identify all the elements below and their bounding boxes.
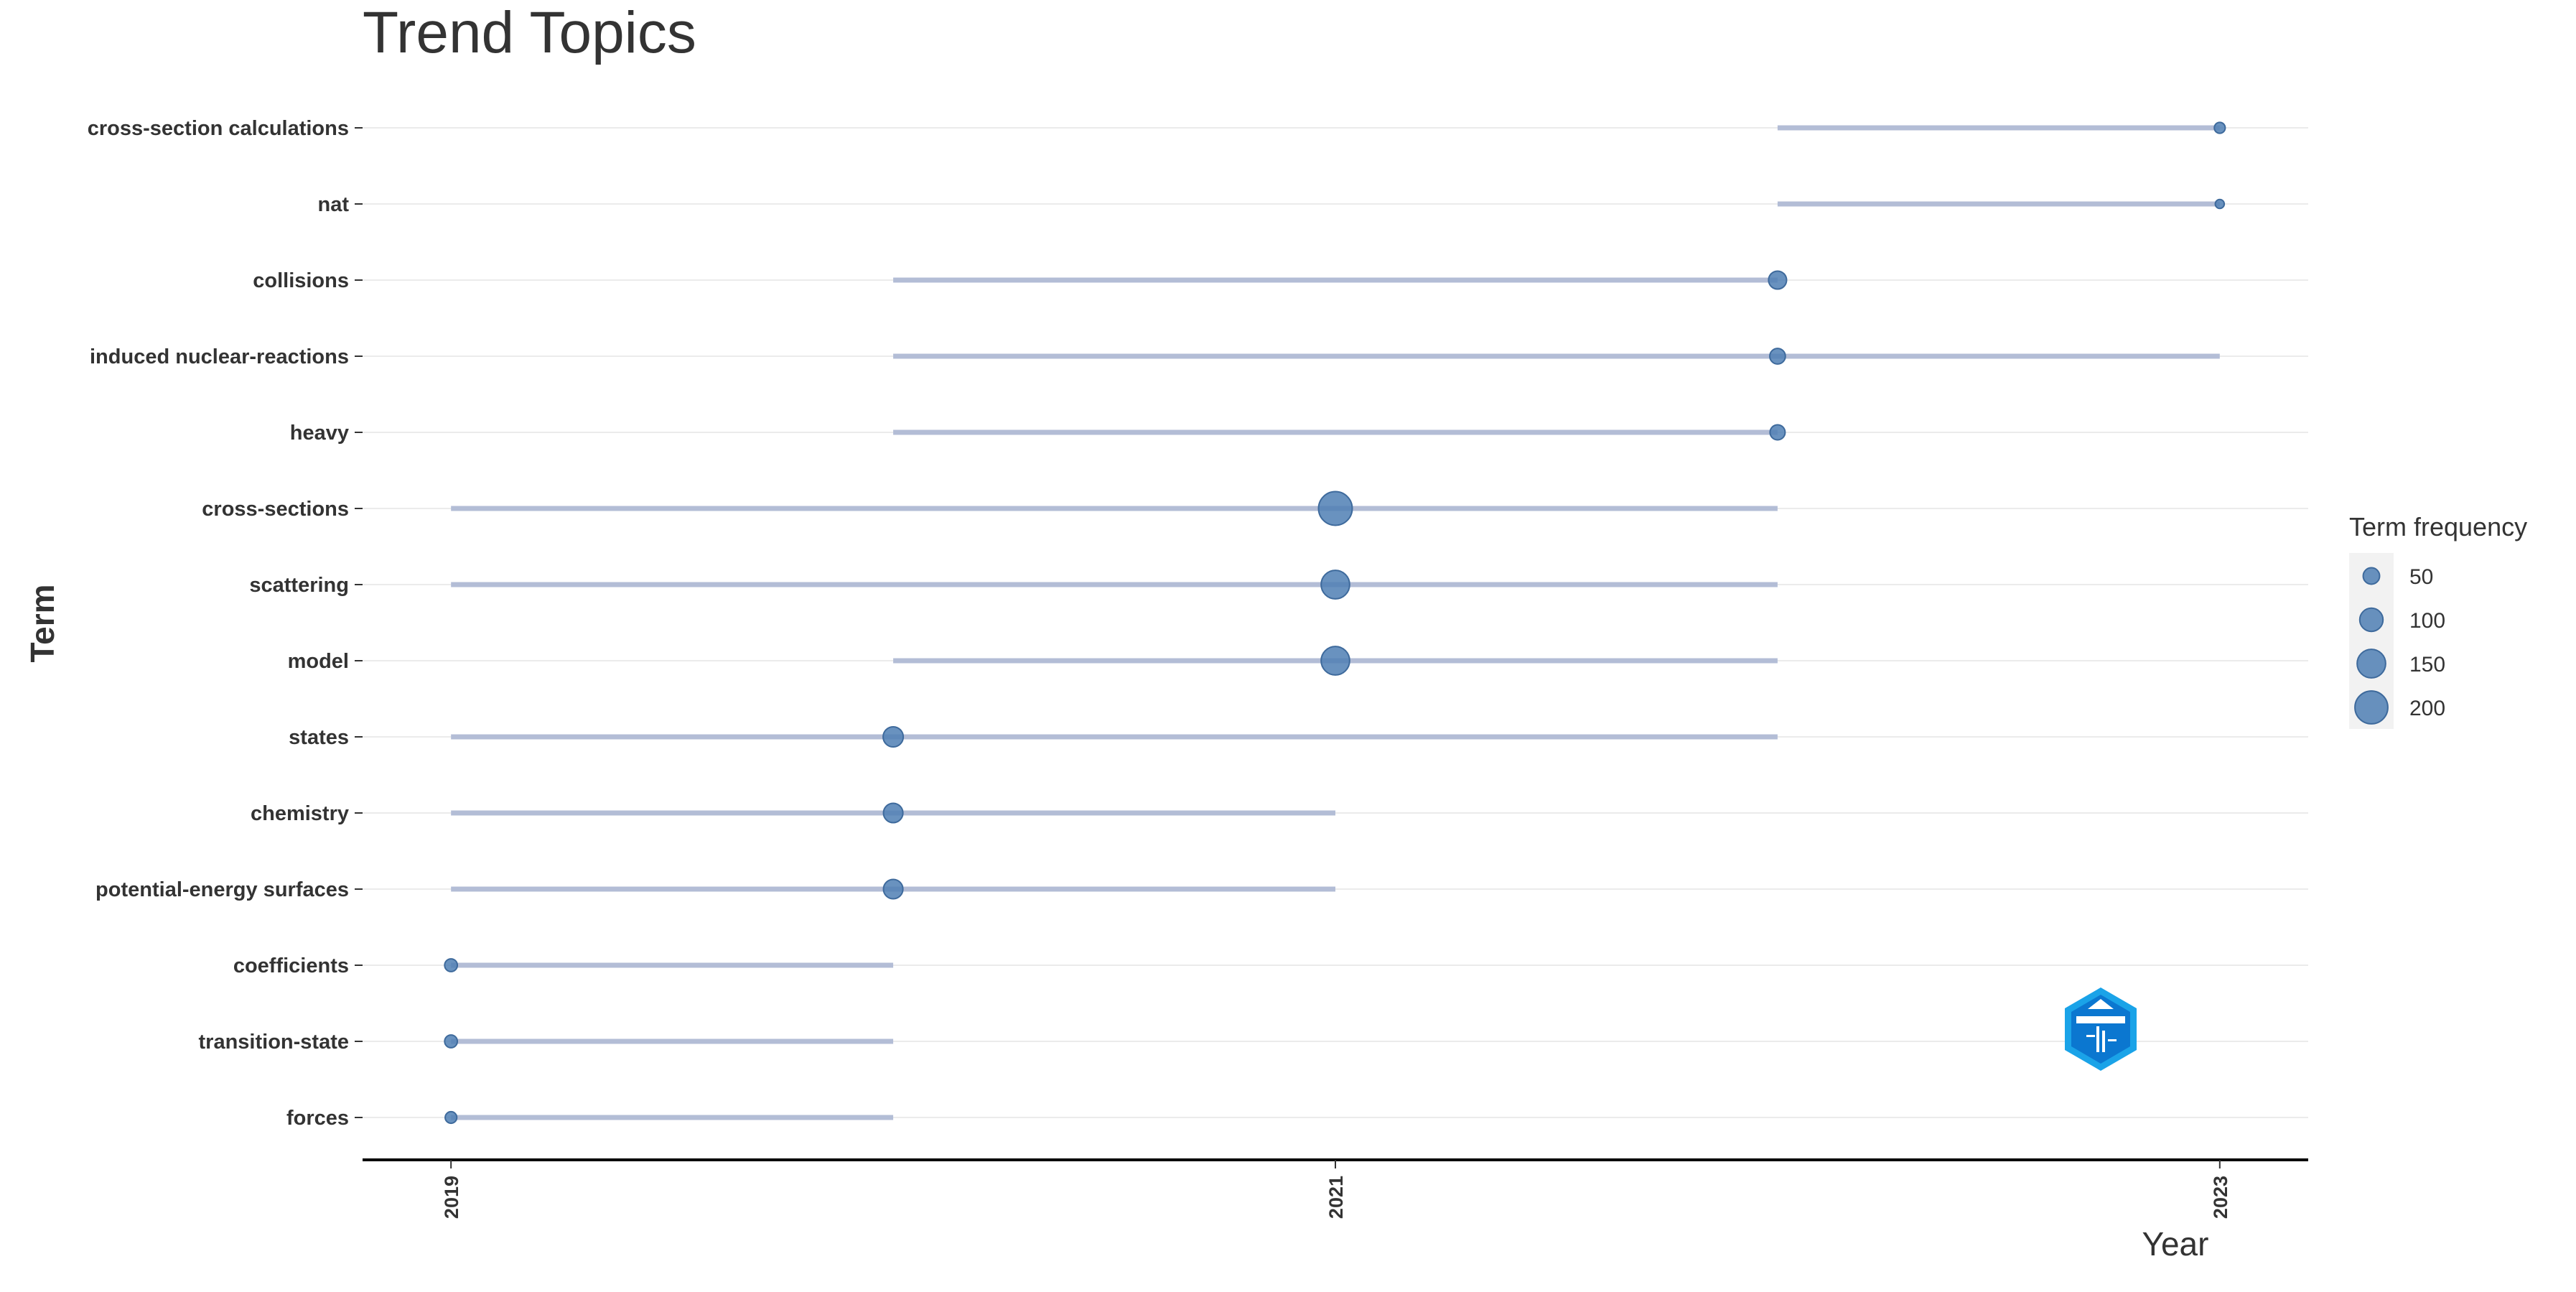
term-point: [882, 878, 904, 900]
term-point: [1769, 348, 1786, 365]
x-tick-label: 2021: [1325, 1176, 1347, 1219]
term-label: forces: [286, 1107, 349, 1130]
legend-key: [2354, 690, 2389, 725]
term-point: [2213, 121, 2226, 134]
term-point: [1320, 570, 1350, 600]
x-axis: 2019 2021 2023: [363, 1158, 2308, 1219]
legend-key: [2356, 649, 2386, 679]
term-label: cross-section calculations: [88, 117, 349, 140]
term-label: collisions: [253, 269, 349, 292]
term-point: [1320, 646, 1350, 676]
term-label: potential-energy surfaces: [95, 878, 349, 901]
legend-label: 150: [2409, 653, 2445, 677]
term-point: [1768, 270, 1788, 290]
term-point: [444, 958, 459, 972]
term-label: induced nuclear-reactions: [90, 345, 349, 368]
grid-lines: [363, 127, 2308, 1118]
legend-key: [2358, 607, 2384, 633]
term-label: nat: [318, 193, 350, 216]
term-point: [2214, 198, 2226, 210]
term-points: [444, 121, 2226, 1125]
term-label: scattering: [249, 574, 349, 597]
x-tick-label: 2023: [2210, 1176, 2231, 1219]
legend-label: 50: [2409, 565, 2433, 589]
term-label: transition-state: [199, 1031, 349, 1054]
chart-title: Trend Topics: [363, 0, 696, 65]
legend-key: [2362, 567, 2381, 585]
bibliometrix-logo-icon: [2065, 987, 2137, 1071]
y-axis-title: Term: [24, 584, 61, 662]
term-point: [882, 802, 904, 824]
term-point: [882, 725, 905, 748]
term-label: cross-sections: [202, 498, 349, 521]
term-segments: [451, 125, 2220, 1120]
legend-label: 100: [2409, 609, 2445, 633]
term-label: heavy: [290, 422, 349, 445]
legend-title: Term frequency: [2349, 512, 2527, 542]
x-tick-label: 2019: [441, 1176, 462, 1219]
term-point: [444, 1034, 459, 1049]
term-label: states: [289, 726, 349, 749]
legend: Term frequency 50 100 150 200: [2349, 512, 2527, 729]
term-point: [1769, 424, 1786, 441]
term-label: coefficients: [233, 954, 349, 977]
term-label: model: [288, 650, 349, 673]
term-labels: cross-section calculations nat collisions i…: [88, 117, 363, 1130]
legend-label: 200: [2409, 697, 2445, 720]
term-label: chemistry: [251, 802, 349, 825]
x-axis-title: Year: [2142, 1225, 2209, 1263]
term-point: [1317, 491, 1353, 526]
term-point: [444, 1110, 458, 1125]
